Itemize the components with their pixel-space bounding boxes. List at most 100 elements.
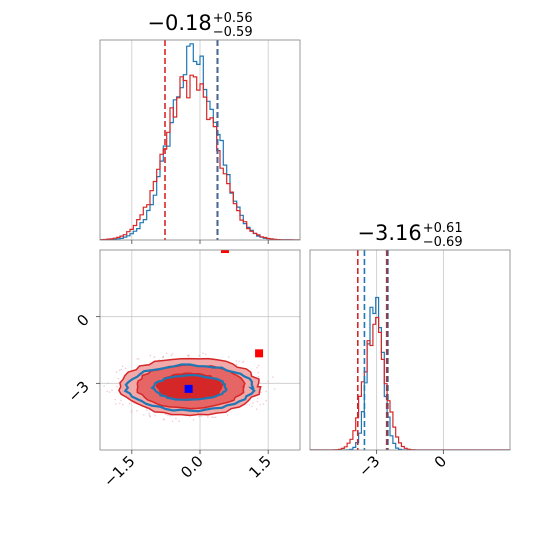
y-tick-label: −3 — [64, 377, 92, 405]
sample-point — [215, 416, 217, 419]
param2-title: −3.16 — [357, 221, 421, 245]
sample-point — [136, 358, 138, 360]
sample-point — [200, 415, 203, 417]
panel-param1-histogram: −0.18 +0.56 −0.59 — [99, 11, 301, 244]
sample-point — [114, 398, 116, 401]
sample-point — [272, 376, 274, 378]
sample-point — [192, 419, 195, 421]
sample-point — [118, 369, 121, 372]
sample-point — [256, 397, 259, 400]
sample-point — [257, 364, 260, 367]
sample-point — [149, 354, 152, 357]
sample-point — [106, 390, 108, 393]
sample-point — [143, 414, 145, 416]
blue-contour-level-1 — [123, 363, 256, 413]
sample-point — [171, 420, 174, 423]
sample-point — [259, 404, 261, 406]
sample-point — [138, 358, 140, 360]
sample-point — [167, 414, 169, 417]
sample-point — [207, 416, 209, 418]
sample-point — [252, 402, 254, 404]
sample-point — [165, 413, 167, 416]
sample-point — [235, 363, 238, 366]
sample-point — [227, 356, 230, 358]
sample-point — [198, 415, 200, 418]
sample-point — [186, 354, 189, 357]
sample-point — [256, 400, 259, 403]
blue-contour-level-2 — [150, 374, 228, 401]
red-marker-edge — [221, 250, 229, 253]
sample-point — [116, 385, 118, 388]
sample-point — [163, 418, 165, 421]
x-tick-label: 0.0 — [177, 452, 207, 482]
red-marker — [255, 349, 264, 358]
sample-point — [148, 414, 151, 416]
x-tick-label: −3 — [355, 452, 383, 480]
sample-point — [124, 367, 127, 370]
sample-point — [198, 354, 200, 357]
sample-point — [238, 360, 240, 363]
sample-point — [117, 377, 120, 380]
param1-median: −0.18 — [147, 11, 211, 35]
sample-point — [241, 361, 244, 364]
sample-point — [265, 390, 267, 393]
sample-point — [120, 399, 122, 402]
sample-point — [205, 353, 207, 356]
red-histogram — [100, 74, 300, 240]
red-histogram — [310, 316, 510, 450]
param1-title: −0.18 — [147, 11, 211, 35]
sample-point — [120, 368, 123, 371]
sample-point — [211, 416, 213, 418]
param2-upper-error: +0.61 — [423, 221, 463, 236]
sample-point — [122, 403, 124, 406]
sample-point — [162, 356, 165, 358]
sample-point — [178, 420, 180, 422]
param2-median: −3.16 — [357, 221, 421, 245]
sample-point — [251, 405, 253, 408]
sample-point — [256, 367, 258, 369]
panel-joint-distribution: −1.5 0.0 1.5 −3 0 — [64, 249, 301, 491]
sample-point — [226, 414, 229, 416]
x-tick-label: 0 — [431, 452, 450, 471]
sample-point — [255, 408, 258, 411]
sample-point — [267, 380, 270, 383]
sample-point — [257, 371, 260, 374]
param1-lower-error: −0.59 — [213, 25, 253, 40]
x-tick-label: −1.5 — [100, 452, 138, 490]
sample-point — [149, 415, 151, 418]
sample-point — [146, 409, 148, 412]
sample-point — [111, 389, 113, 392]
sample-point — [148, 412, 150, 415]
sample-point — [165, 352, 168, 355]
param2-lower-error: −0.69 — [423, 235, 463, 250]
sample-point — [248, 404, 251, 406]
sample-point — [115, 371, 118, 373]
sample-point — [115, 403, 117, 405]
sample-point — [129, 402, 131, 405]
panel-frame — [309, 249, 511, 451]
sample-point — [260, 391, 262, 394]
sample-point — [108, 391, 111, 393]
sample-point — [103, 385, 105, 388]
sample-point — [154, 414, 156, 417]
sample-point — [119, 402, 121, 405]
sample-point — [202, 352, 204, 355]
param1-upper-error: +0.56 — [213, 11, 253, 26]
blue-marker — [184, 384, 193, 393]
panel-param2-histogram: −3 0 −3.16 +0.61 −0.69 — [309, 221, 511, 480]
sample-point — [175, 417, 177, 420]
sample-point — [121, 365, 124, 368]
blue-histogram — [310, 296, 510, 450]
sample-point — [136, 410, 138, 412]
sample-point — [153, 356, 156, 358]
sample-point — [171, 352, 174, 355]
sample-point — [257, 376, 260, 378]
sample-point — [235, 360, 238, 362]
sample-point — [170, 354, 173, 357]
sample-point — [273, 388, 276, 390]
sample-point — [213, 416, 215, 419]
sample-point — [262, 403, 265, 405]
x-tick-label: 1.5 — [245, 452, 275, 482]
y-tick-label: 0 — [73, 311, 92, 330]
